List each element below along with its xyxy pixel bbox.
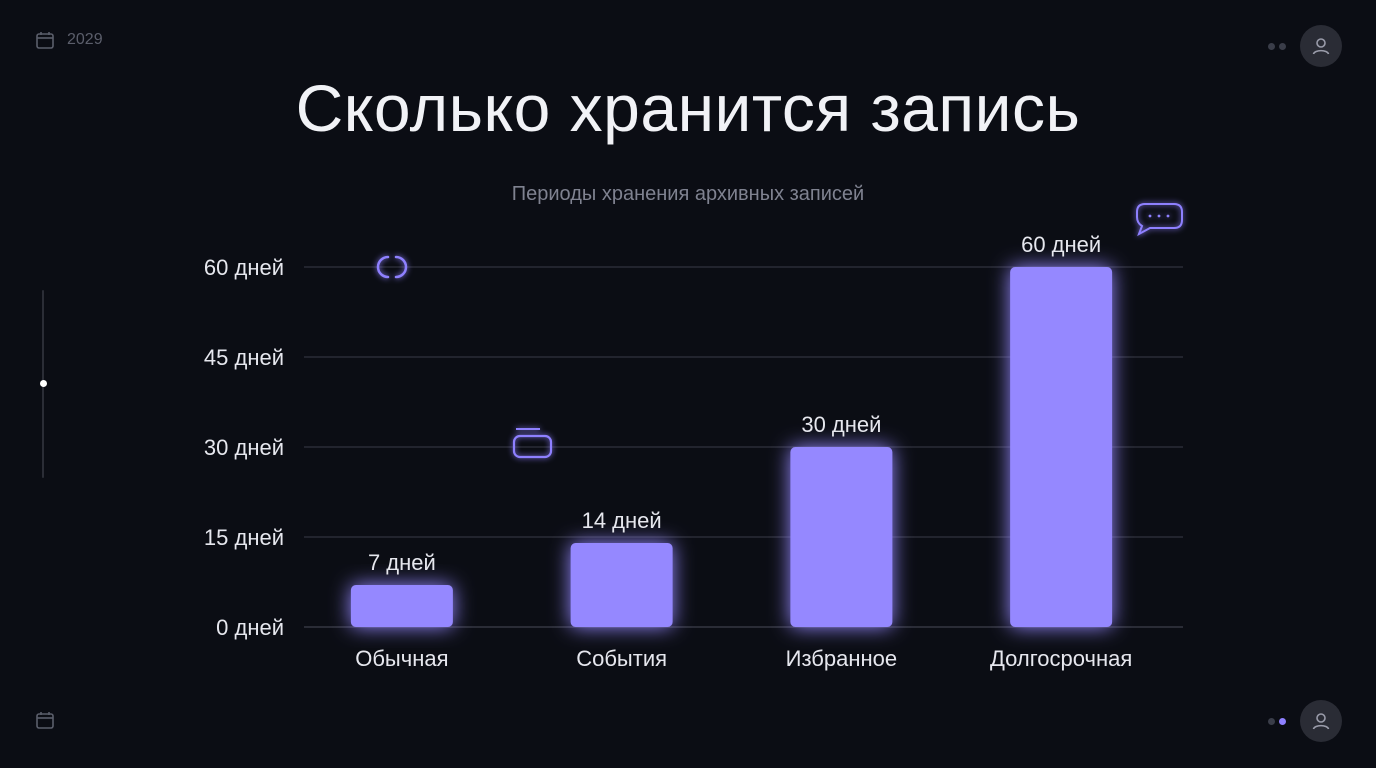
page-dots[interactable]: [1268, 42, 1286, 50]
y-tick-label: 45 дней: [204, 345, 284, 370]
x-category-label: События: [576, 646, 667, 671]
page-dot-active[interactable]: [1279, 717, 1286, 725]
bar: [350, 585, 453, 627]
chart-subtitle: Периоды хранения архивных записей: [511, 183, 865, 205]
bar: [1010, 267, 1113, 627]
bar-value-label: 14 дней: [582, 508, 662, 533]
bar-value-label: 30 дней: [801, 412, 881, 437]
bar: [790, 447, 893, 627]
y-tick-label: 60 дней: [204, 255, 284, 280]
x-category-label: Избранное: [786, 646, 898, 671]
bar: [570, 543, 673, 627]
chat-bubble-icon: [1136, 203, 1183, 237]
y-tick-label: 30 дней: [204, 435, 284, 460]
x-category-label: Долгосрочная: [990, 646, 1132, 671]
page-dots[interactable]: [1268, 717, 1286, 725]
year-badge: 2029: [35, 30, 103, 50]
loader-icon: [376, 255, 408, 279]
y-tick-label: 0 дней: [216, 615, 284, 640]
top-right-controls: [1268, 25, 1342, 67]
calendar-icon[interactable]: [35, 710, 55, 730]
year-label: 2029: [67, 31, 103, 48]
page-dot[interactable]: [1268, 717, 1275, 725]
y-tick-label: 15 дней: [204, 525, 284, 550]
toggle-icon: [512, 428, 553, 459]
calendar-icon: [36, 32, 54, 49]
side-scroll-knob[interactable]: [40, 380, 47, 387]
page-dot[interactable]: [1279, 42, 1286, 50]
x-category-label: Обычная: [355, 646, 448, 671]
bar-value-label: 60 дней: [1021, 232, 1101, 257]
avatar[interactable]: [1300, 700, 1342, 742]
bar-value-label: 7 дней: [368, 550, 436, 575]
bottom-right-controls: [1268, 700, 1342, 742]
user-icon: [1312, 713, 1330, 730]
user-icon: [1312, 38, 1330, 55]
avatar[interactable]: [1300, 25, 1342, 67]
page-dot[interactable]: [1268, 42, 1275, 50]
page-title: Сколько хранится запись: [295, 71, 1081, 145]
